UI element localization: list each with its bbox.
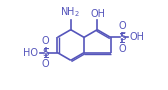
Text: O: O: [118, 44, 126, 54]
Text: S: S: [119, 32, 125, 42]
Text: O: O: [118, 21, 126, 31]
Text: HO: HO: [23, 48, 38, 58]
Text: O: O: [42, 59, 50, 69]
Text: OH: OH: [130, 32, 145, 42]
Text: O: O: [42, 36, 50, 46]
Text: NH$_2$: NH$_2$: [60, 5, 80, 19]
Text: OH: OH: [91, 9, 106, 19]
Text: S: S: [43, 48, 49, 58]
